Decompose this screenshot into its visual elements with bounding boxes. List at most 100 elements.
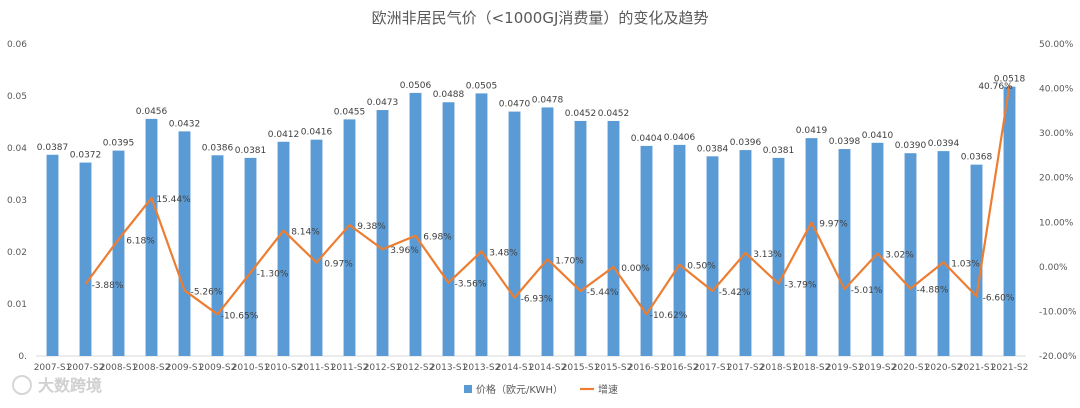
line-data-label: -3.88% xyxy=(92,281,124,291)
y-tick-label-right: 30.00% xyxy=(1039,129,1074,139)
x-tick-label: 2012-S1 xyxy=(364,363,402,373)
x-tick-label: 2014-S2 xyxy=(529,363,567,373)
bar xyxy=(706,156,719,356)
chart-title: 欧洲非居民气价（<1000GJ消费量）的变化及趋势 xyxy=(372,9,709,27)
x-tick-label: 2013-S2 xyxy=(463,363,501,373)
bar xyxy=(508,111,521,356)
bar xyxy=(904,153,917,356)
x-tick-label: 2009-S1 xyxy=(166,363,204,373)
legend: 价格（欧元/KWH） 增速 xyxy=(464,383,618,396)
y-tick-label-right: -10.00% xyxy=(1039,307,1077,317)
y-tick-label-left: 0.01 xyxy=(7,300,27,310)
bar xyxy=(46,154,59,356)
bar-data-label: 0.0372 xyxy=(70,151,102,161)
line-data-label: -6.60% xyxy=(983,293,1015,303)
line-data-label: 3.48% xyxy=(489,248,518,258)
x-tick-label: 2019-S2 xyxy=(859,363,897,373)
bar-data-label: 0.0488 xyxy=(433,90,465,100)
x-tick-label: 2016-S2 xyxy=(661,363,699,373)
line-data-label: 0.50% xyxy=(687,262,716,272)
line-data-label: -5.26% xyxy=(191,287,223,297)
y-tick-label-right: 10.00% xyxy=(1039,218,1074,228)
x-tick-label: 2007-S2 xyxy=(67,363,105,373)
line-data-label: 9.38% xyxy=(357,222,386,232)
x-tick-label: 2010-S2 xyxy=(265,363,303,373)
line-data-label: 9.97% xyxy=(819,219,848,229)
y-tick-label-right: 40.00% xyxy=(1039,85,1074,95)
bar-data-label: 0.0506 xyxy=(400,81,432,91)
line-data-label: 3.13% xyxy=(753,250,782,260)
bar xyxy=(343,119,356,357)
bar-data-label: 0.0398 xyxy=(829,137,861,147)
line-series: -3.88% 6.18% 15.44% -5.26% -10.65% -1.30% 8.14… xyxy=(84,82,1015,321)
bar-data-label: 0.0406 xyxy=(664,133,696,143)
bar-data-label: 0.0432 xyxy=(169,119,201,129)
bar-data-label: 0.0410 xyxy=(862,131,894,141)
bar-data-label: 0.0386 xyxy=(202,143,234,153)
line-data-label: 15.44% xyxy=(156,195,191,205)
bar xyxy=(1003,86,1016,356)
bar xyxy=(277,141,290,356)
line-data-label: 6.98% xyxy=(423,233,452,243)
line-data-label: -5.44% xyxy=(587,288,619,298)
bar-data-label: 0.0384 xyxy=(697,144,729,154)
line-data-label: -3.79% xyxy=(785,281,817,291)
line-data-label: 1.03% xyxy=(951,259,980,269)
bar-data-label: 0.0396 xyxy=(730,138,762,148)
x-tick-label: 2018-S1 xyxy=(760,363,798,373)
y-tick-label-right: 50.00% xyxy=(1039,40,1074,50)
bar xyxy=(640,145,653,356)
y-tick-label-left: 0.06 xyxy=(7,40,27,50)
bar xyxy=(838,149,851,356)
y-tick-label-right: -20.00% xyxy=(1039,352,1077,362)
bar-data-label: 0.0381 xyxy=(763,146,795,156)
y-tick-label-right: 20.00% xyxy=(1039,174,1074,184)
bar xyxy=(805,138,818,356)
x-tick-label: 2015-S2 xyxy=(595,363,633,373)
x-tick-label: 2008-S2 xyxy=(133,363,171,373)
x-tick-label: 2016-S1 xyxy=(628,363,666,373)
bar xyxy=(970,164,983,356)
watermark: 大数跨境 xyxy=(12,375,102,395)
bar-data-label: 0.0452 xyxy=(598,109,630,119)
legend-label-price: 价格（欧元/KWH） xyxy=(476,383,563,396)
bar xyxy=(574,120,587,357)
x-tick-label: 2019-S1 xyxy=(826,363,864,373)
x-tick-label: 2011-S1 xyxy=(298,363,336,373)
x-tick-label: 2011-S2 xyxy=(331,363,369,373)
x-tick-label: 2013-S1 xyxy=(430,363,468,373)
bar xyxy=(772,157,785,356)
bar-data-label: 0.0368 xyxy=(961,153,993,163)
bar-data-label: 0.0505 xyxy=(466,81,498,91)
growth-line xyxy=(84,85,1011,316)
line-data-label: 8.14% xyxy=(291,228,320,238)
bar-data-label: 0.0452 xyxy=(565,109,597,119)
x-tick-label: 2021-S1 xyxy=(958,363,996,373)
line-data-label: -4.88% xyxy=(917,286,949,296)
x-tick-label: 2014-S1 xyxy=(496,363,534,373)
watermark-text: 大数跨境 xyxy=(38,376,102,395)
x-tick-label: 2021-S2 xyxy=(991,363,1029,373)
bar xyxy=(211,155,224,356)
bar xyxy=(937,151,950,356)
bar-data-label: 0.0404 xyxy=(631,134,663,144)
bar xyxy=(541,107,554,356)
bar-data-label: 0.0412 xyxy=(268,130,300,140)
bar-data-label: 0.0419 xyxy=(796,126,828,136)
bar xyxy=(376,110,389,356)
bar-data-label: 0.0394 xyxy=(928,139,960,149)
bar-data-label: 0.0416 xyxy=(301,128,333,138)
line-data-label: 0.00% xyxy=(621,264,650,274)
x-tick-label: 2017-S1 xyxy=(694,363,732,373)
bar-data-label: 0.0455 xyxy=(334,107,366,117)
bar-data-label: 0.0456 xyxy=(136,107,168,117)
bar-data-label: 0.0390 xyxy=(895,141,927,151)
line-data-label: 6.18% xyxy=(126,236,155,246)
x-tick-label: 2020-S1 xyxy=(892,363,930,373)
bar xyxy=(871,142,884,356)
x-tick-label: 2012-S2 xyxy=(397,363,435,373)
y-tick-label-left: 0. xyxy=(18,352,27,362)
line-data-label: -3.56% xyxy=(455,280,487,290)
bar xyxy=(79,162,92,356)
